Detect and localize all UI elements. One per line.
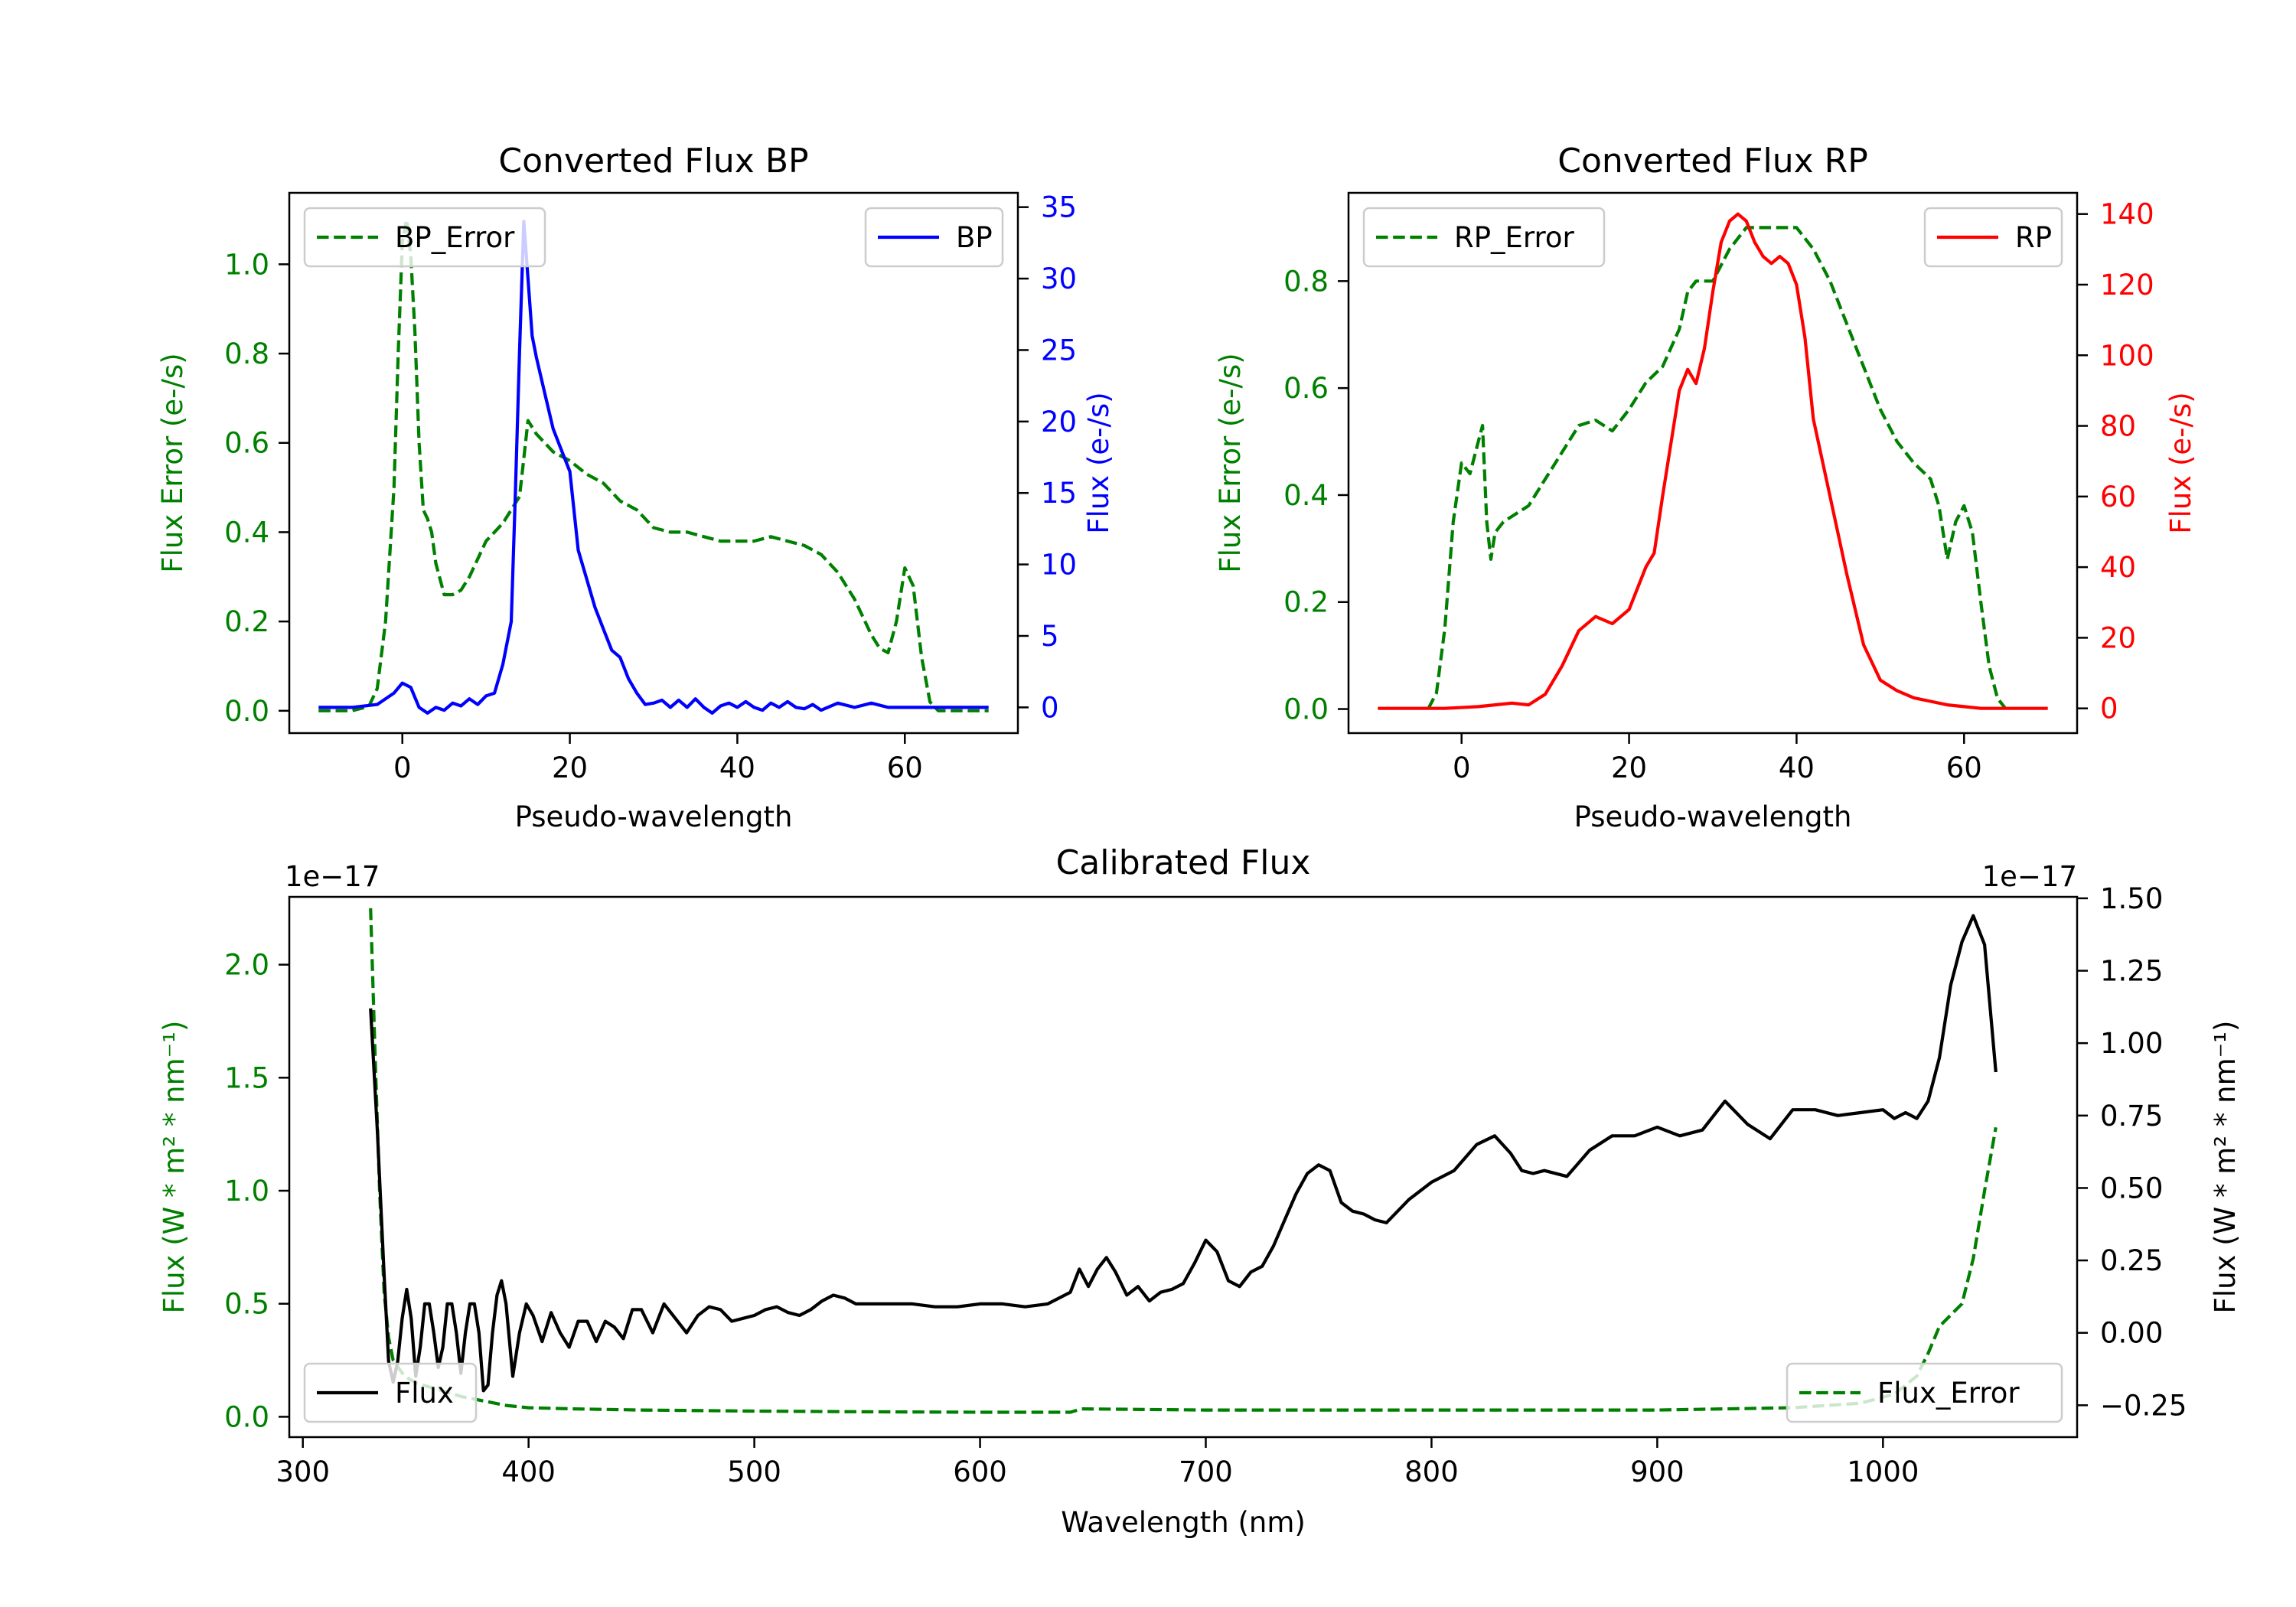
series-line-bp: [318, 220, 989, 715]
x-tick-label: 600: [953, 1455, 1007, 1488]
legend-label: BP_Error: [395, 221, 515, 254]
y-right-tick-label: 20: [1041, 406, 1077, 438]
x-tick-label: 60: [1946, 751, 1982, 784]
y-right-tick-label: 25: [1041, 334, 1077, 367]
y-left-tick-label: 0.2: [1283, 586, 1329, 619]
x-tick-label: 20: [1611, 751, 1647, 784]
y-right-axis-label: Flux (e-/s): [2164, 392, 2197, 533]
y-right-tick-label: 140: [2100, 198, 2154, 231]
y-left-tick-label: 1.5: [224, 1061, 269, 1094]
x-tick-label: 700: [1179, 1455, 1233, 1488]
y-right-tick-label: 15: [1041, 477, 1077, 510]
x-axis-label: Pseudo-wavelength: [1574, 800, 1852, 833]
x-tick-label: 0: [1453, 751, 1471, 784]
y-right-tick-label: 0.00: [2100, 1317, 2163, 1350]
legend-flux-error: Flux_Error: [1786, 1362, 2063, 1423]
x-axis-label: Wavelength (nm): [1061, 1506, 1306, 1539]
y-right-tick-label: 35: [1041, 191, 1077, 224]
x-tick-label: 0: [393, 751, 412, 784]
y-right-tick-label: 10: [1041, 549, 1077, 582]
plot-frame: [288, 895, 2079, 1439]
y-right-tick-label: 20: [2100, 621, 2136, 654]
y-left-tick-label: 0.8: [1283, 265, 1329, 298]
y-left-tick-label: 1.0: [224, 1175, 269, 1208]
y-right-tick-label: −0.25: [2100, 1389, 2187, 1422]
y-right-tick-label: 0: [2100, 693, 2118, 725]
x-tick-label: 500: [727, 1455, 781, 1488]
legend-label: Flux_Error: [1877, 1377, 2020, 1410]
x-tick-label: 800: [1404, 1455, 1459, 1488]
y-left-tick-label: 2.0: [224, 949, 269, 982]
y-right-tick-label: 1.50: [2100, 882, 2163, 915]
y-right-axis-label: Flux (e-/s): [1082, 392, 1115, 533]
x-tick-label: 20: [552, 751, 588, 784]
y-right-tick-label: 60: [2100, 481, 2136, 513]
y-right-tick-label: 5: [1041, 620, 1059, 653]
x-tick-label: 1000: [1847, 1455, 1919, 1488]
legend-bp-error: BP_Error: [303, 207, 546, 268]
legend-box: [1786, 1362, 2063, 1423]
y-right-tick-label: 0.25: [2100, 1244, 2163, 1277]
y-right-tick-label: 0: [1041, 691, 1059, 724]
chart-converted-flux-bp: 0 20 40 60 0.0 0.2 0.4 0.6 0.8 1.0 0 5 10 15 20 25 30 35 C…: [156, 142, 1115, 833]
chart-calibrated-flux: 300 400 500 600 700 800 900 1000 0.0 0.5 1.0 1.5 2.0…: [158, 843, 2242, 1539]
y-right-tick-label: 100: [2100, 339, 2154, 372]
legend-flux: Flux: [303, 1362, 478, 1423]
x-tick-label: 400: [501, 1455, 556, 1488]
y-left-axis-label: Flux Error (e-/s): [1214, 353, 1247, 572]
y-right-tick-label: 120: [2100, 269, 2154, 302]
chart-converted-flux-rp: 0 20 40 60 0.0 0.2 0.4 0.6 0.8 0 20 40 60 80 100 120 140…: [1214, 142, 2197, 833]
x-tick-label: 40: [719, 751, 755, 784]
x-tick-label: 60: [887, 751, 923, 784]
legend-label: RP: [2015, 221, 2052, 254]
y-right-tick-label: 80: [2100, 410, 2136, 443]
legend-box: [303, 1362, 478, 1423]
y-left-axis-label: Flux Error (e-/s): [156, 353, 189, 572]
x-axis-label: Pseudo-wavelength: [515, 800, 793, 833]
chart-title: Converted Flux BP: [498, 142, 808, 181]
y-left-tick-label: 0.5: [224, 1288, 269, 1321]
y-left-axis-label: Flux (W * m² * nm⁻¹): [158, 1021, 191, 1314]
y-left-tick-label: 0.0: [224, 1400, 269, 1433]
legend-bp: BP: [864, 207, 1004, 268]
y-right-tick-label: 1.00: [2100, 1027, 2163, 1060]
y-left-tick-label: 0.6: [224, 427, 269, 460]
y-left-tick-label: 0.4: [1283, 479, 1329, 512]
series-line-flux: [369, 914, 1998, 1393]
y-left-tick-label: 0.2: [224, 605, 269, 638]
y-left-tick-label: 0.4: [224, 516, 269, 549]
y-right-tick-label: 40: [2100, 551, 2136, 584]
y-left-tick-label: 0.6: [1283, 372, 1329, 405]
y-left-tick-label: 0.0: [1283, 693, 1329, 726]
legend-rp: RP: [1923, 207, 2063, 268]
y-right-tick-label: 30: [1041, 262, 1077, 295]
y-right-tick-label: 1.25: [2100, 955, 2163, 988]
x-tick-label: 40: [1779, 751, 1815, 784]
legend-rp-error: RP_Error: [1362, 207, 1606, 268]
legend-label: Flux: [395, 1377, 454, 1410]
legend-label: BP: [956, 221, 993, 254]
x-tick-label: 900: [1630, 1455, 1684, 1488]
chart-title: Calibrated Flux: [1056, 843, 1311, 882]
y-right-tick-label: 0.75: [2100, 1100, 2163, 1133]
plot-frame: [288, 191, 1019, 735]
y-left-tick-label: 1.0: [224, 248, 269, 281]
y-left-tick-label: 0.0: [224, 695, 269, 728]
chart-title: Converted Flux RP: [1557, 142, 1868, 181]
y-left-offset-label: 1e−17: [285, 860, 380, 893]
plot-frame: [1347, 191, 2079, 735]
legend-label: RP_Error: [1454, 221, 1574, 254]
series-line-rp-error: [1427, 226, 2007, 710]
y-left-tick-label: 0.8: [224, 337, 269, 370]
legend-box: [1362, 207, 1606, 268]
x-tick-label: 300: [276, 1455, 330, 1488]
y-right-axis-label: Flux (W * m² * nm⁻¹): [2209, 1021, 2242, 1314]
legend-box: [303, 207, 546, 268]
series-line-rp: [1378, 212, 2048, 710]
y-right-tick-label: 0.50: [2100, 1172, 2163, 1204]
y-right-offset-label: 1e−17: [1982, 860, 2077, 893]
